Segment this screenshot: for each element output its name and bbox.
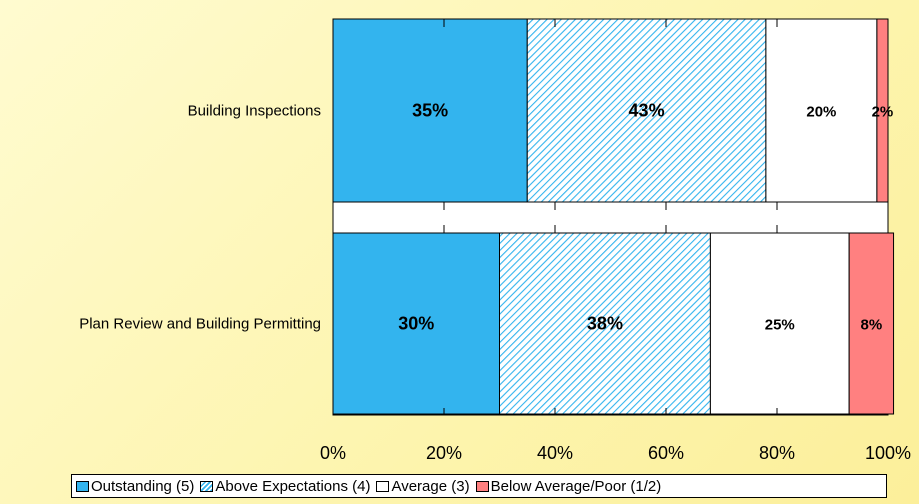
legend: Outstanding (5) Above Expectations (4) Ave… [71,474,887,498]
data-label: 25% [765,317,795,334]
x-tick-label: 60% [648,443,684,463]
bar-segment [765,18,878,203]
chart-svg: 35% 43% 20% 2% 30% 38% 25% 8% 0% 20% 40% 60% 80% 100… [79,18,911,463]
legend-swatch [76,480,89,492]
x-tick-label: 40% [537,443,573,463]
legend-label: Average (3) [391,477,470,495]
bar-segment [499,232,711,415]
x-tick-label: 100% [865,443,911,463]
bar-segment [709,232,850,415]
data-label: 2% [872,104,894,121]
bar-segment [332,18,528,203]
ticks-group: 0% 20% 40% 60% 80% 100% [320,19,911,463]
data-label: 8% [861,317,883,334]
bar-segment [848,232,895,415]
legend-item: Average (3) [376,477,470,495]
category-label: Plan Review and Building Permitting [79,316,321,333]
x-tick-label: 80% [759,443,795,463]
bars-group: 35% 43% 20% 2% 30% 38% 25% 8% [332,18,895,415]
x-tick-label: 20% [426,443,462,463]
legend-swatch [376,480,390,492]
legend-swatch [475,480,489,492]
data-label: 30% [398,314,434,334]
legend-label: Below Average/Poor (1/2) [490,477,662,495]
data-label: 43% [629,101,665,121]
category-label: Building Inspections [188,103,321,120]
legend-label: Outstanding (5) [91,477,195,495]
category-labels: Building Inspections Plan Review and Buil… [79,103,321,333]
legend-item: Below Average/Poor (1/2) [475,477,662,495]
legend-label: Above Expectations (4) [215,477,371,495]
data-label: 20% [806,104,836,121]
legend-item: Outstanding (5) [76,478,194,495]
bar-segment [332,232,500,415]
data-label: 38% [587,314,623,334]
data-label: 35% [412,101,448,121]
x-tick-label: 0% [320,443,346,463]
legend-item: Above Expectations (4) [200,478,370,495]
bar-segment [876,18,889,203]
legend-swatch [200,480,214,492]
